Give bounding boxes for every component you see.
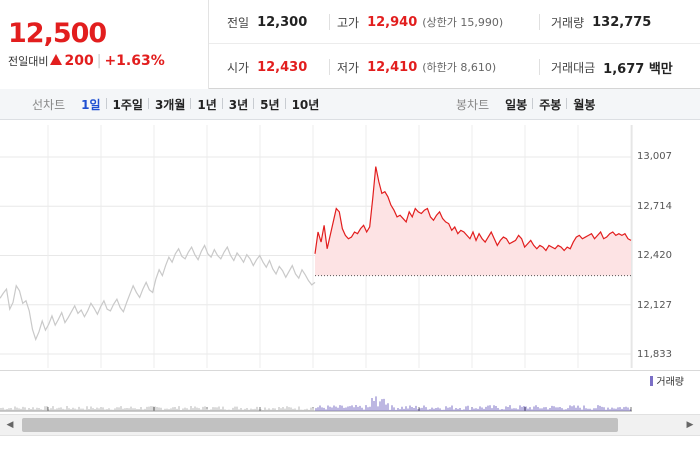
stat-prev-close: 전일 12,300 (227, 0, 307, 44)
stat-low: 저가 12,410 (하한가 8,610) (337, 45, 496, 89)
period-1y[interactable]: 1년 (190, 96, 222, 113)
stat-divider (329, 59, 330, 75)
quote-stats: 전일 12,300 고가 12,940 (상한가 15,990) 거래량 132… (209, 0, 700, 89)
stat-divider (539, 59, 540, 75)
period-3m[interactable]: 3개월 (147, 96, 191, 113)
candle-chart-periods: 봉차트 일봉 주봉 월봉 (456, 89, 601, 120)
stat-label: 저가 (337, 60, 360, 75)
candle-monthly[interactable]: 월봉 (566, 96, 601, 113)
stats-row-1: 전일 12,300 고가 12,940 (상한가 15,990) 거래량 132… (209, 0, 700, 44)
candle-chart-title: 봉차트 (456, 98, 490, 112)
chart-scrollbar[interactable]: ◀ ▶ (0, 414, 700, 436)
price-chart-svg (0, 125, 633, 368)
volume-legend-label: 거래량 (656, 377, 684, 388)
change-separator: | (96, 53, 102, 69)
quote-panel: 12,500 전일대비 200 | +1.63% 전일 12,300 고가 12,94… (0, 0, 700, 89)
stat-value: 12,300 (257, 14, 308, 30)
up-triangle-icon (50, 54, 63, 65)
stat-divider (539, 14, 540, 30)
change-label: 전일대비 (8, 55, 49, 68)
y-tick-label: 11,833 (637, 349, 672, 360)
candle-weekly[interactable]: 주봉 (532, 96, 567, 113)
stat-label: 전일 (227, 15, 250, 30)
stat-value: 12,410 (367, 59, 418, 75)
stat-extra: (상한가 15,990) (422, 16, 504, 29)
stat-label: 거래량 (551, 15, 585, 30)
stat-value: 12,430 (257, 59, 308, 75)
y-tick-label: 13,007 (637, 151, 672, 162)
change-amount: 200 (64, 53, 94, 69)
stat-value: 1,677 백만 (603, 61, 673, 77)
stat-extra: (하한가 8,610) (422, 61, 497, 74)
current-price: 12,500 (8, 18, 107, 49)
scroll-left-icon[interactable]: ◀ (6, 420, 14, 430)
scrollbar-thumb[interactable] (22, 418, 618, 432)
line-chart-periods: 선차트 1일 1주일 3개월 1년 3년 5년 10년 (32, 89, 325, 120)
period-5y[interactable]: 5년 (253, 96, 285, 113)
period-3y[interactable]: 3년 (221, 96, 254, 113)
change-percent: +1.63% (104, 53, 165, 69)
y-tick-label: 12,420 (637, 250, 672, 261)
prev-day-line (0, 244, 316, 342)
volume-legend: 거래량 (650, 373, 684, 388)
today-area (315, 166, 631, 276)
candle-daily[interactable]: 일봉 (505, 98, 528, 112)
volume-legend-swatch (650, 375, 654, 386)
stat-value: 132,775 (592, 14, 652, 30)
volume-chart: 거래량 (0, 370, 700, 412)
stat-high: 고가 12,940 (상한가 15,990) (337, 0, 503, 44)
price-change: 전일대비 200 | +1.63% (8, 53, 165, 69)
y-tick-label: 12,127 (637, 300, 672, 311)
stat-open: 시가 12,430 (227, 45, 307, 89)
stat-label: 시가 (227, 60, 250, 75)
chart-toolbar: 선차트 1일 1주일 3개월 1년 3년 5년 10년 봉차트 일봉 주봉 월봉 (0, 89, 700, 120)
period-10y[interactable]: 10년 (284, 96, 326, 113)
stat-value: 12,940 (367, 14, 418, 30)
today-price-line (314, 166, 632, 254)
stat-trade-value: 거래대금 1,677 백만 (551, 45, 673, 89)
period-1w[interactable]: 1주일 (105, 96, 149, 113)
stat-divider (329, 14, 330, 30)
current-price-box: 12,500 전일대비 200 | +1.63% (0, 0, 209, 89)
price-chart[interactable]: 13,007 12,714 12,420 12,127 11,833 (0, 121, 700, 370)
line-chart-title: 선차트 (32, 98, 66, 112)
stat-volume: 거래량 132,775 (551, 0, 651, 44)
y-tick-label: 12,714 (637, 201, 672, 212)
period-1d[interactable]: 1일 (81, 98, 101, 112)
scroll-right-icon[interactable]: ▶ (686, 420, 694, 430)
volume-chart-svg (0, 396, 632, 412)
stat-label: 고가 (337, 15, 360, 30)
stats-row-2: 시가 12,430 저가 12,410 (하한가 8,610) 거래대금 1,6… (209, 45, 700, 89)
stat-label: 거래대금 (551, 60, 596, 75)
